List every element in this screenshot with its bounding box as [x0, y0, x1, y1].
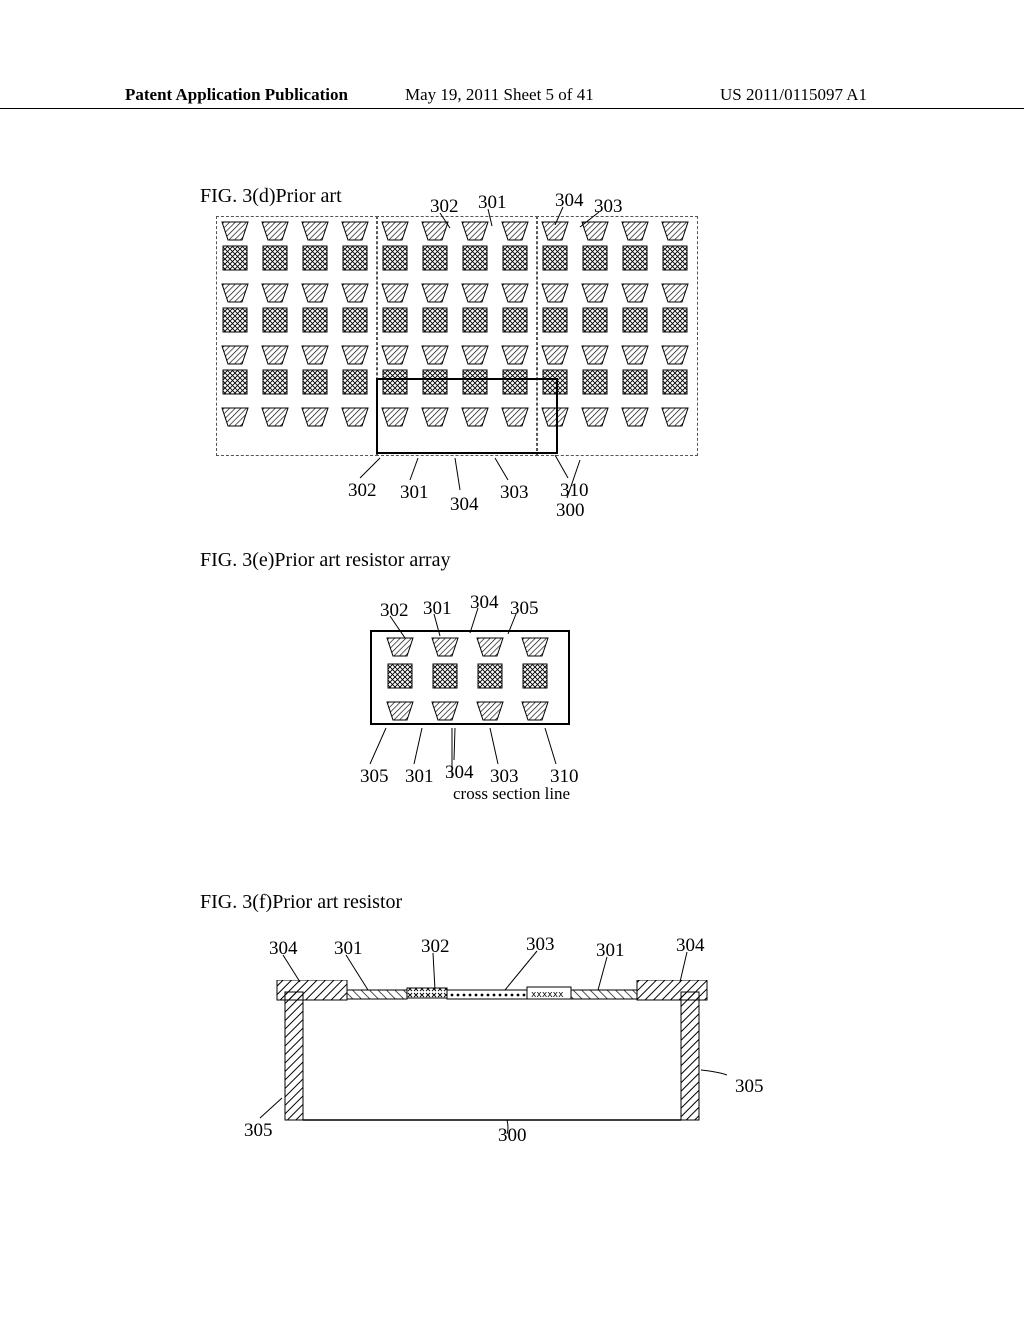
ref-303: 303	[526, 934, 555, 956]
ref-305: 305	[360, 766, 389, 788]
ref-302: 302	[348, 480, 377, 502]
fig3d-highlight	[376, 378, 558, 454]
ref-301: 301	[478, 192, 507, 214]
svg-text:xxxxxx: xxxxxx	[531, 990, 564, 1000]
header-center: May 19, 2011 Sheet 5 of 41	[405, 85, 594, 105]
ref-302: 302	[421, 936, 450, 958]
fig3e-caption: FIG. 3(e)Prior art resistor array	[200, 549, 450, 572]
ref-305: 305	[735, 1076, 764, 1098]
ref-301: 301	[596, 940, 625, 962]
fig3f-svg: xxxxxx	[257, 980, 727, 1140]
ref-304: 304	[470, 592, 499, 614]
ref-301: 301	[405, 766, 434, 788]
ref-301: 301	[400, 482, 429, 504]
ref-304: 304	[269, 938, 298, 960]
header-right: US 2011/0115097 A1	[720, 85, 867, 105]
ref-300: 300	[556, 500, 585, 522]
ref-303: 303	[500, 482, 529, 504]
ref-302: 302	[380, 600, 409, 622]
ref-305: 305	[510, 598, 539, 620]
ref-304: 304	[555, 190, 584, 212]
fig3d-dashed-group	[536, 216, 698, 456]
ref-305: 305	[244, 1120, 273, 1142]
ref-300: 300	[498, 1125, 527, 1147]
ref-310: 310	[550, 766, 579, 788]
ref-302: 302	[430, 196, 459, 218]
ref-304: 304	[445, 762, 474, 784]
fig3f-diagram: xxxxxx	[257, 980, 727, 1110]
header-left: Patent Application Publication	[125, 85, 348, 105]
fig3e-border	[370, 630, 570, 725]
ref-301: 301	[334, 938, 363, 960]
ref-304: 304	[450, 494, 479, 516]
ref-303: 303	[594, 196, 623, 218]
fig3d-dashed-group	[216, 216, 378, 456]
ref-310: 310	[560, 480, 589, 502]
page-header: Patent Application Publication May 19, 2…	[0, 85, 1024, 109]
ref-303: 303	[490, 766, 519, 788]
ref-304: 304	[676, 935, 705, 957]
ref-301: 301	[423, 598, 452, 620]
fig3d-caption: FIG. 3(d)Prior art	[200, 185, 342, 208]
fig3f-caption: FIG. 3(f)Prior art resistor	[200, 891, 402, 914]
